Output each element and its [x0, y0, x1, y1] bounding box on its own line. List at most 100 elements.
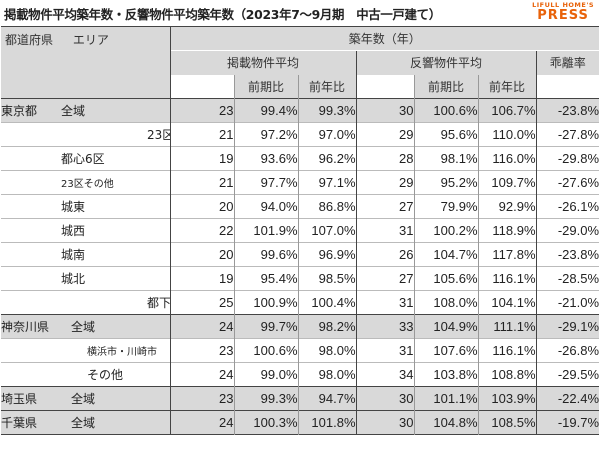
cell-listed-yoy: 98.2% — [297, 314, 357, 339]
cell-area: 全域 — [61, 104, 86, 118]
cell-response: 29 — [355, 122, 415, 147]
cell-response-yoy: 111.1% — [477, 314, 537, 339]
table-row: 埼玉県 全域 23 99.3% 94.7% 30 101.1% 103.9% -… — [1, 386, 600, 411]
cell-response-yoy: 116.1% — [477, 266, 537, 291]
table-row: 千葉県 全域 24 100.3% 101.8% 30 104.8% 108.5%… — [1, 410, 600, 435]
cell-listed-qoq: 93.6% — [233, 146, 299, 171]
cell-response-qoq: 104.9% — [413, 314, 479, 339]
cell-pref: 千葉県 — [1, 416, 38, 430]
header-listed-qoq: 前期比 — [233, 74, 299, 99]
cell-listed-yoy: 97.0% — [297, 122, 357, 147]
cell-area: 城東 — [61, 200, 86, 214]
age-table: 都道府県 エリア 築年数（年） 掲載物件平均 反響物件平均 乖離率 前期比 前年… — [1, 26, 600, 435]
cell-listed-qoq: 101.9% — [233, 218, 299, 243]
cell-listed: 21 — [169, 170, 235, 195]
cell-gap: -29.1% — [535, 314, 600, 339]
cell-response-yoy: 109.7% — [477, 170, 537, 195]
cell-listed-yoy: 101.8% — [297, 410, 357, 435]
header-listed-blank — [169, 74, 235, 99]
cell-response-qoq: 103.8% — [413, 362, 479, 387]
table-row: 東京都 全域 23 99.4% 99.3% 30 100.6% 106.7% -… — [1, 98, 600, 123]
header: 掲載物件平均築年数・反響物件平均築年数（2023年7〜9月期 中古一戸建て） L… — [0, 0, 600, 26]
cell-gap: -26.8% — [535, 338, 600, 363]
cell-response-qoq: 95.2% — [413, 170, 479, 195]
cell-listed: 24 — [169, 362, 235, 387]
header-area: エリア — [72, 33, 109, 47]
cell-response-qoq: 79.9% — [413, 194, 479, 219]
cell-pref: 東京都 — [1, 104, 38, 118]
cell-response-qoq: 104.7% — [413, 242, 479, 267]
cell-listed-yoy: 98.5% — [297, 266, 357, 291]
header-pref: 都道府県 — [5, 33, 54, 47]
cell-response: 27 — [355, 266, 415, 291]
header-pref-area: 都道府県 エリア — [1, 26, 171, 99]
cell-area: 23区 — [147, 128, 170, 142]
cell-response-yoy: 118.9% — [477, 218, 537, 243]
cell-listed-qoq: 95.4% — [233, 266, 299, 291]
cell-response: 31 — [355, 338, 415, 363]
cell-gap: -26.1% — [535, 194, 600, 219]
logo-top-text: LIFULL HOME'S — [532, 1, 594, 9]
cell-listed-qoq: 97.7% — [233, 170, 299, 195]
cell-listed: 19 — [169, 146, 235, 171]
header-response-qoq: 前期比 — [413, 74, 479, 99]
cell-response-qoq: 104.8% — [413, 410, 479, 435]
header-response-yoy: 前年比 — [477, 74, 537, 99]
cell-response: 31 — [355, 290, 415, 315]
cell-listed-qoq: 99.3% — [233, 386, 299, 411]
cell-listed-yoy: 96.9% — [297, 242, 357, 267]
cell-listed: 22 — [169, 218, 235, 243]
cell-listed-yoy: 97.1% — [297, 170, 357, 195]
table-row: 城東 20 94.0% 86.8% 27 79.9% 92.9% -26.1% — [1, 194, 600, 219]
cell-response-yoy: 116.0% — [477, 146, 537, 171]
cell-area: 城西 — [61, 224, 86, 238]
cell-gap: -22.4% — [535, 386, 600, 411]
cell-listed-yoy: 96.2% — [297, 146, 357, 171]
cell-area: 全域 — [71, 392, 96, 406]
cell-listed-qoq: 100.3% — [233, 410, 299, 435]
cell-listed-qoq: 99.0% — [233, 362, 299, 387]
cell-response: 28 — [355, 146, 415, 171]
cell-listed-yoy: 98.0% — [297, 362, 357, 387]
cell-pref: 神奈川県 — [1, 320, 50, 334]
cell-response-yoy: 92.9% — [477, 194, 537, 219]
cell-response: 30 — [355, 386, 415, 411]
header-gap-blank — [535, 74, 600, 99]
cell-response-yoy: 117.8% — [477, 242, 537, 267]
cell-gap: -29.0% — [535, 218, 600, 243]
cell-listed-qoq: 97.2% — [233, 122, 299, 147]
logo-main-text: PRESS — [537, 8, 589, 23]
cell-pref — [1, 267, 61, 291]
header-age: 築年数（年） — [169, 26, 600, 51]
cell-area: 横浜市・川崎市 — [87, 347, 157, 358]
cell-listed-yoy: 94.7% — [297, 386, 357, 411]
cell-response-qoq: 98.1% — [413, 146, 479, 171]
cell-listed: 23 — [169, 386, 235, 411]
cell-response-yoy: 106.7% — [477, 98, 537, 123]
header-gap: 乖離率 — [535, 50, 600, 75]
cell-response-qoq: 108.0% — [413, 290, 479, 315]
table-row: 城南 20 99.6% 96.9% 26 104.7% 117.8% -23.8… — [1, 242, 600, 267]
cell-listed-yoy: 100.4% — [297, 290, 357, 315]
cell-response: 31 — [355, 218, 415, 243]
cell-listed-yoy: 107.0% — [297, 218, 357, 243]
cell-response-yoy: 108.5% — [477, 410, 537, 435]
cell-area: 23区その他 — [61, 179, 114, 190]
cell-pref: 埼玉県 — [1, 392, 38, 406]
cell-response-qoq: 107.6% — [413, 338, 479, 363]
cell-response: 34 — [355, 362, 415, 387]
header-response-blank — [355, 74, 415, 99]
cell-area: その他 — [87, 368, 124, 382]
table-row: 都下 25 100.9% 100.4% 31 108.0% 104.1% -21… — [1, 290, 600, 315]
cell-area: 城南 — [61, 248, 86, 262]
page-title: 掲載物件平均築年数・反響物件平均築年数（2023年7〜9月期 中古一戸建て） — [4, 7, 441, 22]
cell-area: 都下 — [147, 296, 171, 310]
cell-response-qoq: 101.1% — [413, 386, 479, 411]
cell-gap: -28.5% — [535, 266, 600, 291]
table-row: その他 24 99.0% 98.0% 34 103.8% 108.8% -29.… — [1, 362, 600, 387]
cell-response: 29 — [355, 170, 415, 195]
brand-logo: LIFULL HOME'S PRESS — [532, 1, 594, 23]
cell-response-qoq: 100.6% — [413, 98, 479, 123]
cell-gap: -27.6% — [535, 170, 600, 195]
cell-listed: 23 — [169, 338, 235, 363]
